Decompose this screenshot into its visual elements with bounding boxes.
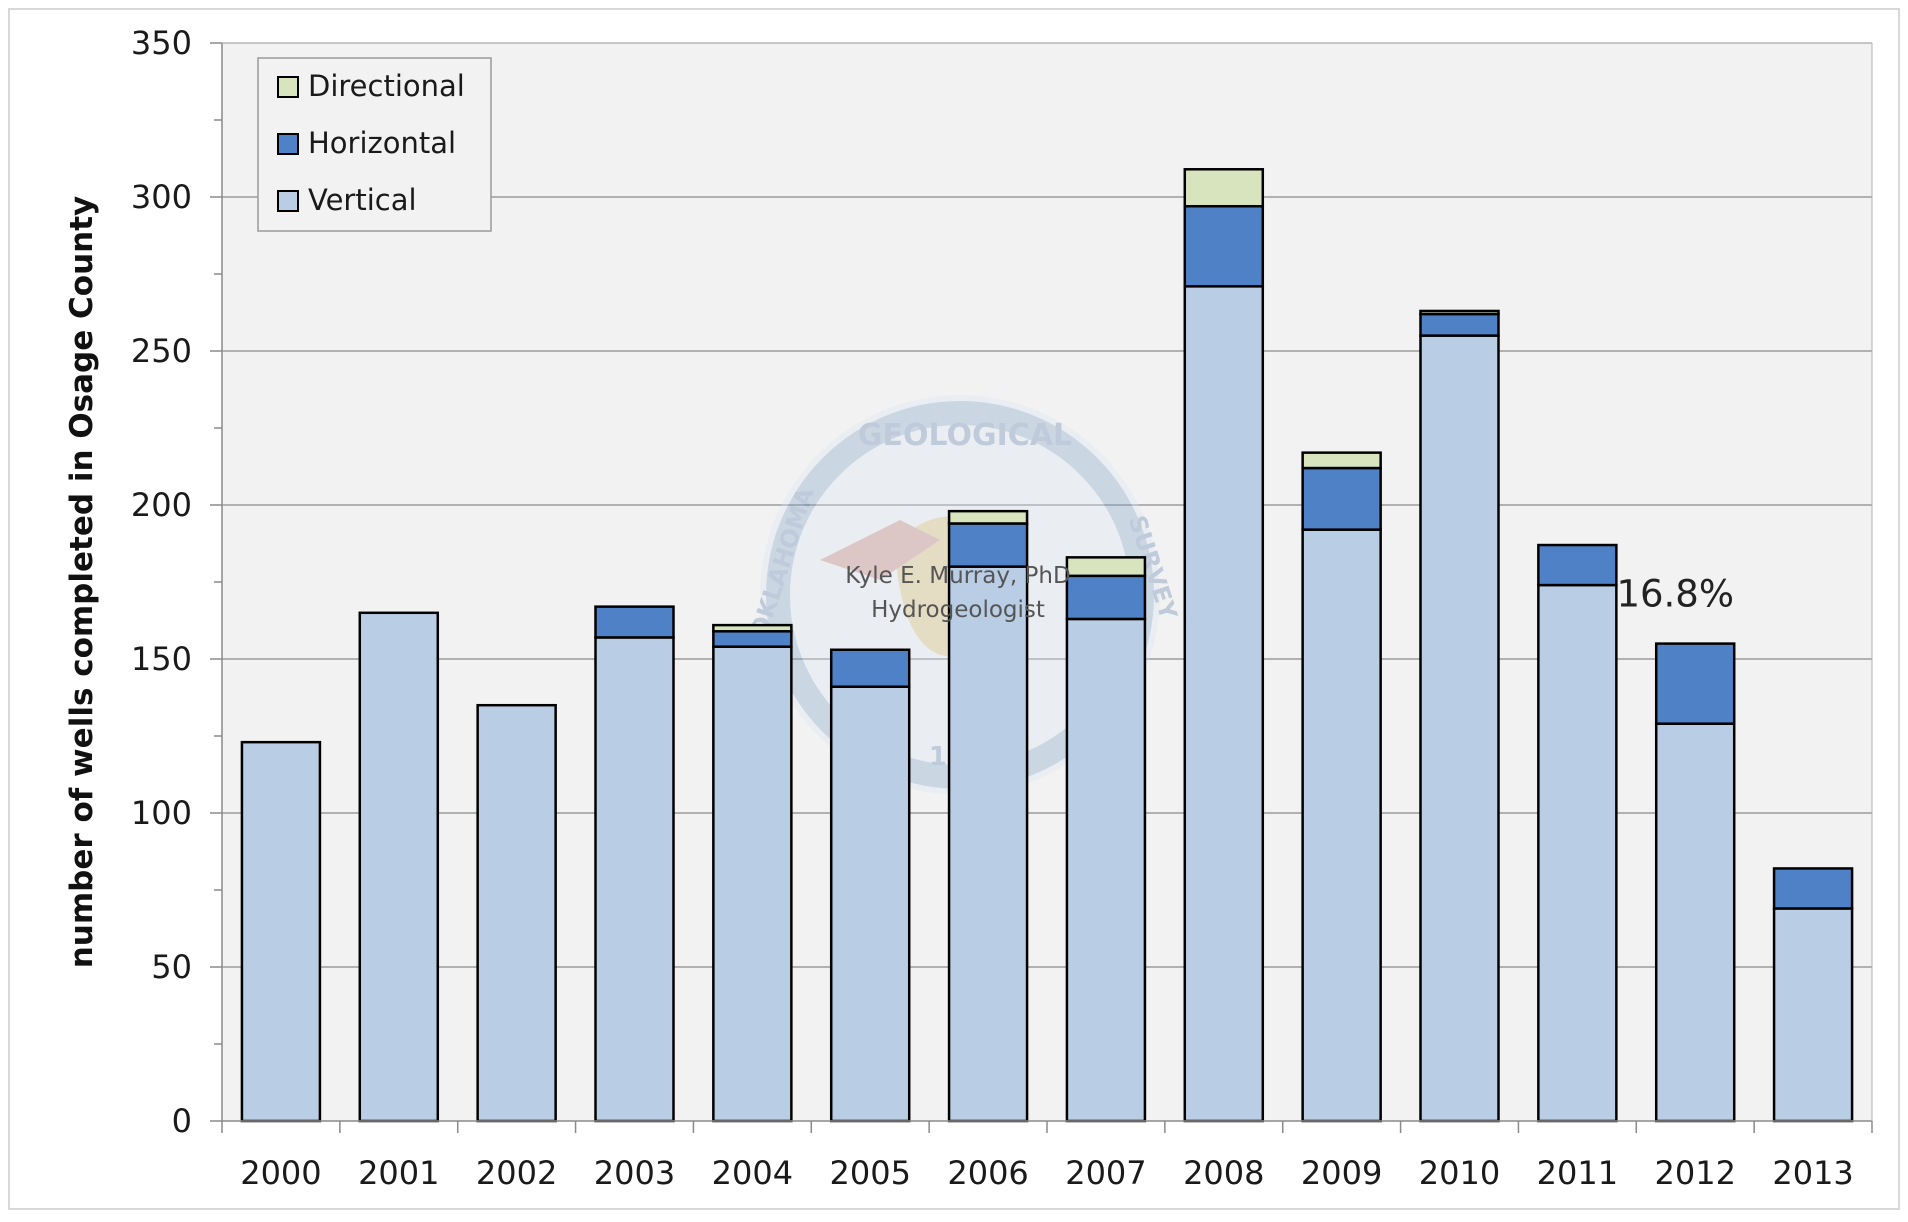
bar-segment-horizontal-2008 [1183, 204, 1265, 288]
seal-hammer-icon [820, 520, 940, 580]
watermark-credit: Kyle E. Murray, PhD Hydrogeologist [845, 563, 1070, 623]
bar-segment-horizontal-2011 [1537, 543, 1618, 587]
bar-segment-horizontal-2006 [947, 522, 1029, 568]
x-tick-label: 2009 [1301, 1154, 1382, 1192]
x-tick-label: 2000 [240, 1154, 321, 1192]
x-tick-label: 2004 [712, 1154, 793, 1192]
bar-segment-directional-2007 [1065, 556, 1147, 578]
x-tick-label: 2012 [1654, 1154, 1735, 1192]
legend-swatch-vertical [277, 190, 299, 212]
bar-segment-directional-2004 [712, 623, 793, 633]
bar-segment-vertical-2010 [1419, 334, 1500, 1123]
seal-text-top: GEOLOGICAL [858, 418, 1072, 453]
x-tick-label: 2006 [947, 1154, 1028, 1192]
bar-segment-vertical-2012 [1654, 722, 1736, 1123]
bar-segment-horizontal-2013 [1772, 867, 1854, 910]
y-tick-label: 0 [172, 1102, 192, 1140]
bar-segment-vertical-2008 [1183, 285, 1265, 1123]
bar-segment-horizontal-2003 [594, 605, 675, 639]
annotations: 16.8% [1616, 573, 1734, 616]
bar-segment-directional-2008 [1183, 168, 1265, 208]
x-tick-label: 2010 [1419, 1154, 1500, 1192]
legend-label-vertical: Vertical [308, 183, 417, 217]
x-tick-label: 2001 [358, 1154, 439, 1192]
legend-label-horizontal: Horizontal [308, 126, 456, 160]
bar-segment-horizontal-2010 [1419, 312, 1500, 337]
legend-swatch-directional [277, 76, 299, 98]
y-axis-label: number of wells completed in Osage Count… [64, 196, 100, 969]
bar-segment-horizontal-2009 [1301, 466, 1382, 531]
x-tick-label: 2002 [476, 1154, 557, 1192]
bar-segment-vertical-2003 [594, 636, 675, 1123]
legend: Directional Horizontal Vertical [257, 57, 492, 232]
x-tick-label: 2008 [1183, 1154, 1264, 1192]
axes [210, 42, 1873, 1133]
bars [240, 168, 1854, 1123]
bar-segment-vertical-2007 [1065, 617, 1147, 1123]
y-tick-label: 200 [131, 486, 192, 524]
bar-segment-horizontal-2012 [1654, 642, 1736, 725]
bar-segment-directional-2010 [1419, 309, 1500, 316]
watermark-author: Kyle E. Murray, PhD [845, 563, 1070, 589]
bar-segment-horizontal-2007 [1065, 574, 1147, 621]
y-tick-label: 300 [131, 178, 192, 216]
watermark-role: Hydrogeologist [871, 597, 1045, 623]
annotation-label: 16.8% [1616, 573, 1734, 616]
bar-segment-vertical-2005 [829, 685, 911, 1123]
x-tick-label: 2007 [1065, 1154, 1146, 1192]
bar-segment-vertical-2004 [712, 645, 793, 1123]
y-tick-label: 250 [131, 332, 192, 370]
x-tick-label: 2005 [829, 1154, 910, 1192]
y-tick-label: 350 [131, 24, 192, 62]
x-tick-label: 2013 [1772, 1154, 1853, 1192]
bar-segment-vertical-2006 [947, 565, 1029, 1123]
bar-segment-vertical-2009 [1301, 528, 1382, 1123]
tick-labels: 0 50 100 150 200 250 300 350 2000 2001 2002 2003 200… [131, 24, 1854, 1192]
legend-label-directional: Directional [308, 69, 465, 103]
bar-segment-vertical-2001 [358, 611, 440, 1123]
bar-segment-directional-2006 [947, 509, 1029, 525]
y-tick-label: 100 [131, 794, 192, 832]
x-tick-label: 2011 [1537, 1154, 1618, 1192]
bar-segment-vertical-2002 [476, 703, 557, 1123]
bar-segment-horizontal-2004 [712, 630, 793, 648]
bar-segment-vertical-2000 [240, 740, 322, 1123]
y-tick-label: 150 [131, 640, 192, 678]
bar-segment-vertical-2011 [1537, 583, 1618, 1123]
bar-segment-vertical-2013 [1772, 907, 1854, 1123]
bar-segment-directional-2009 [1301, 451, 1382, 470]
legend-swatch-horizontal [277, 133, 299, 155]
x-tick-label: 2003 [594, 1154, 675, 1192]
y-tick-label: 50 [151, 948, 192, 986]
bar-segment-horizontal-2005 [829, 648, 911, 688]
